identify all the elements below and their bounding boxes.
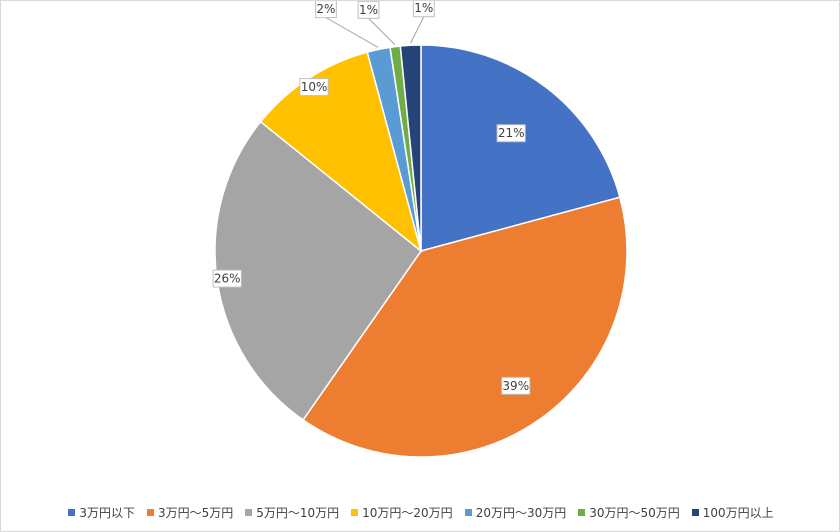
legend-swatch-4 — [351, 509, 359, 516]
legend-label-3: 5万円～10万円 — [256, 506, 340, 520]
pie-slices — [214, 44, 628, 458]
data-label-box-6 — [357, 1, 380, 19]
data-label-4: 10% — [301, 80, 328, 94]
leader-line-6 — [368, 17, 396, 45]
pie-chart: 21% 39% 26% 10% 2% 1% 1% — [212, 1, 628, 458]
data-label-6: 1% — [359, 3, 378, 17]
data-labels: 21% 39% 26% 10% 2% 1% 1% — [212, 1, 531, 395]
data-label-3: 26% — [214, 272, 241, 286]
legend-label-6: 30万円～50万円 — [589, 506, 680, 520]
legend-item-1: 3万円以下 — [68, 504, 135, 521]
legend-swatch-1 — [68, 509, 76, 516]
data-label-box-3 — [212, 269, 242, 288]
data-label-2: 39% — [502, 379, 529, 393]
legend-swatch-5 — [464, 509, 472, 516]
leader-line-7 — [410, 16, 425, 44]
data-label-box-1 — [496, 124, 526, 143]
legend: 3万円以下 3万円～5万円 5万円～10万円 10万円～20万円 20万円～30万円 30… — [1, 504, 840, 521]
legend-swatch-3 — [245, 509, 253, 516]
data-label-5: 2% — [316, 2, 335, 16]
legend-item-7: 100万円以上 — [691, 504, 774, 521]
legend-item-5: 20万円～30万円 — [464, 504, 567, 521]
data-label-7: 1% — [414, 1, 433, 15]
legend-label-4: 10万円～20万円 — [362, 506, 453, 520]
pie-slice-1 — [420, 44, 621, 252]
leader-line-5 — [325, 17, 379, 48]
legend-item-3: 5万円～10万円 — [245, 504, 339, 521]
legend-label-1: 3万円以下 — [79, 506, 135, 520]
data-label-box-7 — [412, 1, 435, 18]
legend-item-4: 10万円～20万円 — [351, 504, 453, 521]
pie-slice-2 — [302, 196, 628, 458]
legend-item-2: 3万円～5万円 — [146, 504, 234, 521]
legend-label-5: 20万円～30万円 — [475, 506, 567, 520]
data-label-box-4 — [299, 78, 329, 97]
legend-label-7: 100万円以上 — [702, 506, 774, 520]
legend-label-2: 3万円～5万円 — [157, 506, 234, 520]
data-label-1: 21% — [498, 126, 525, 140]
leader-lines — [325, 16, 425, 48]
legend-swatch-6 — [578, 509, 586, 516]
pie-slice-7 — [399, 44, 422, 252]
data-label-box-2 — [501, 376, 531, 395]
legend-swatch-2 — [146, 509, 154, 516]
legend-swatch-7 — [691, 509, 699, 516]
data-label-box-5 — [315, 1, 337, 19]
legend-item-6: 30万円～50万円 — [578, 504, 680, 521]
